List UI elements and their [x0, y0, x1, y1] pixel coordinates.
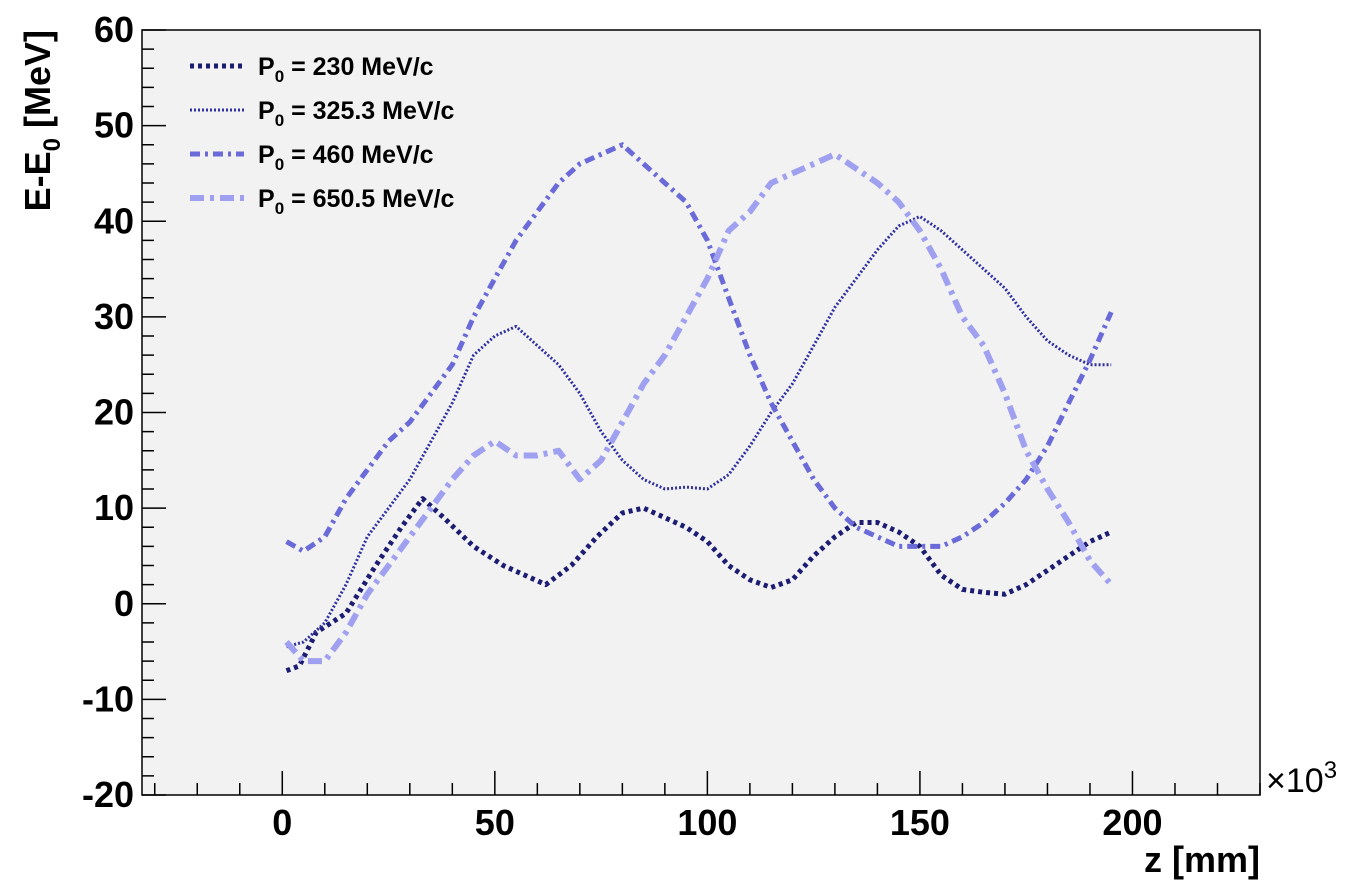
- legend-label-sub: 0: [275, 111, 284, 130]
- legend-label-sub: 0: [275, 199, 284, 218]
- y-tick-label: 50: [94, 105, 134, 146]
- legend-label-4: P0 = 650.5 MeV/c: [258, 185, 455, 218]
- legend-label-main: P: [258, 185, 275, 213]
- y-axis-title-main: E-E: [17, 151, 58, 211]
- legend-label-rest: = 650.5 MeV/c: [284, 185, 454, 213]
- x-axis-exponent-power: 3: [1324, 757, 1337, 784]
- legend-label-2: P0 = 325.3 MeV/c: [258, 97, 455, 130]
- y-axis-title-sub: 0: [39, 138, 66, 151]
- legend-label-main: P: [258, 97, 275, 125]
- legend-label-rest: = 230 MeV/c: [284, 53, 433, 81]
- y-axis-title: E-E0 [MeV]: [17, 30, 66, 211]
- y-tick-label: 10: [94, 487, 134, 528]
- x-tick-label: 0: [272, 802, 292, 843]
- legend-label-1: P0 = 230 MeV/c: [258, 53, 434, 86]
- y-tick-label: -20: [82, 774, 134, 815]
- plot-frame: [141, 29, 1261, 796]
- y-tick-label: 20: [94, 392, 134, 433]
- y-tick-label: 30: [94, 296, 134, 337]
- legend: P0 = 230 MeV/cP0 = 325.3 MeV/cP0 = 460 M…: [190, 53, 455, 218]
- series-group: [284, 142, 1114, 674]
- legend-label-rest: = 325.3 MeV/c: [284, 97, 454, 125]
- x-tick-label: 50: [475, 802, 515, 843]
- legend-label-sub: 0: [275, 155, 284, 174]
- y-tick-label: 0: [114, 583, 134, 624]
- y-tick-label: 40: [94, 200, 134, 241]
- y-axis-title-unit: [MeV]: [17, 30, 58, 138]
- series-line-1: [285, 496, 1113, 674]
- legend-label-sub: 0: [275, 67, 284, 86]
- y-tick-label: -10: [82, 678, 134, 719]
- legend-label-3: P0 = 460 MeV/c: [258, 141, 434, 174]
- axes: -20 -10 0 10 20 30 40 50 60 0 50 100 150 200: [82, 9, 1261, 843]
- x-axis-title: z [mm]: [1144, 839, 1260, 880]
- series-line-2: [286, 215, 1112, 649]
- x-tick-label: 200: [1102, 802, 1162, 843]
- legend-label-main: P: [258, 53, 275, 81]
- x-tick-label: 150: [890, 802, 950, 843]
- x-axis-exponent: ×103: [1266, 757, 1337, 800]
- series-line-3: [285, 142, 1114, 554]
- legend-label-main: P: [258, 141, 275, 169]
- legend-label-rest: = 460 MeV/c: [284, 141, 433, 169]
- series-line-4: [284, 151, 1114, 665]
- y-tick-label: 60: [94, 9, 134, 50]
- x-tick-label: 100: [677, 802, 737, 843]
- x-axis-exponent-base: ×10: [1266, 762, 1324, 800]
